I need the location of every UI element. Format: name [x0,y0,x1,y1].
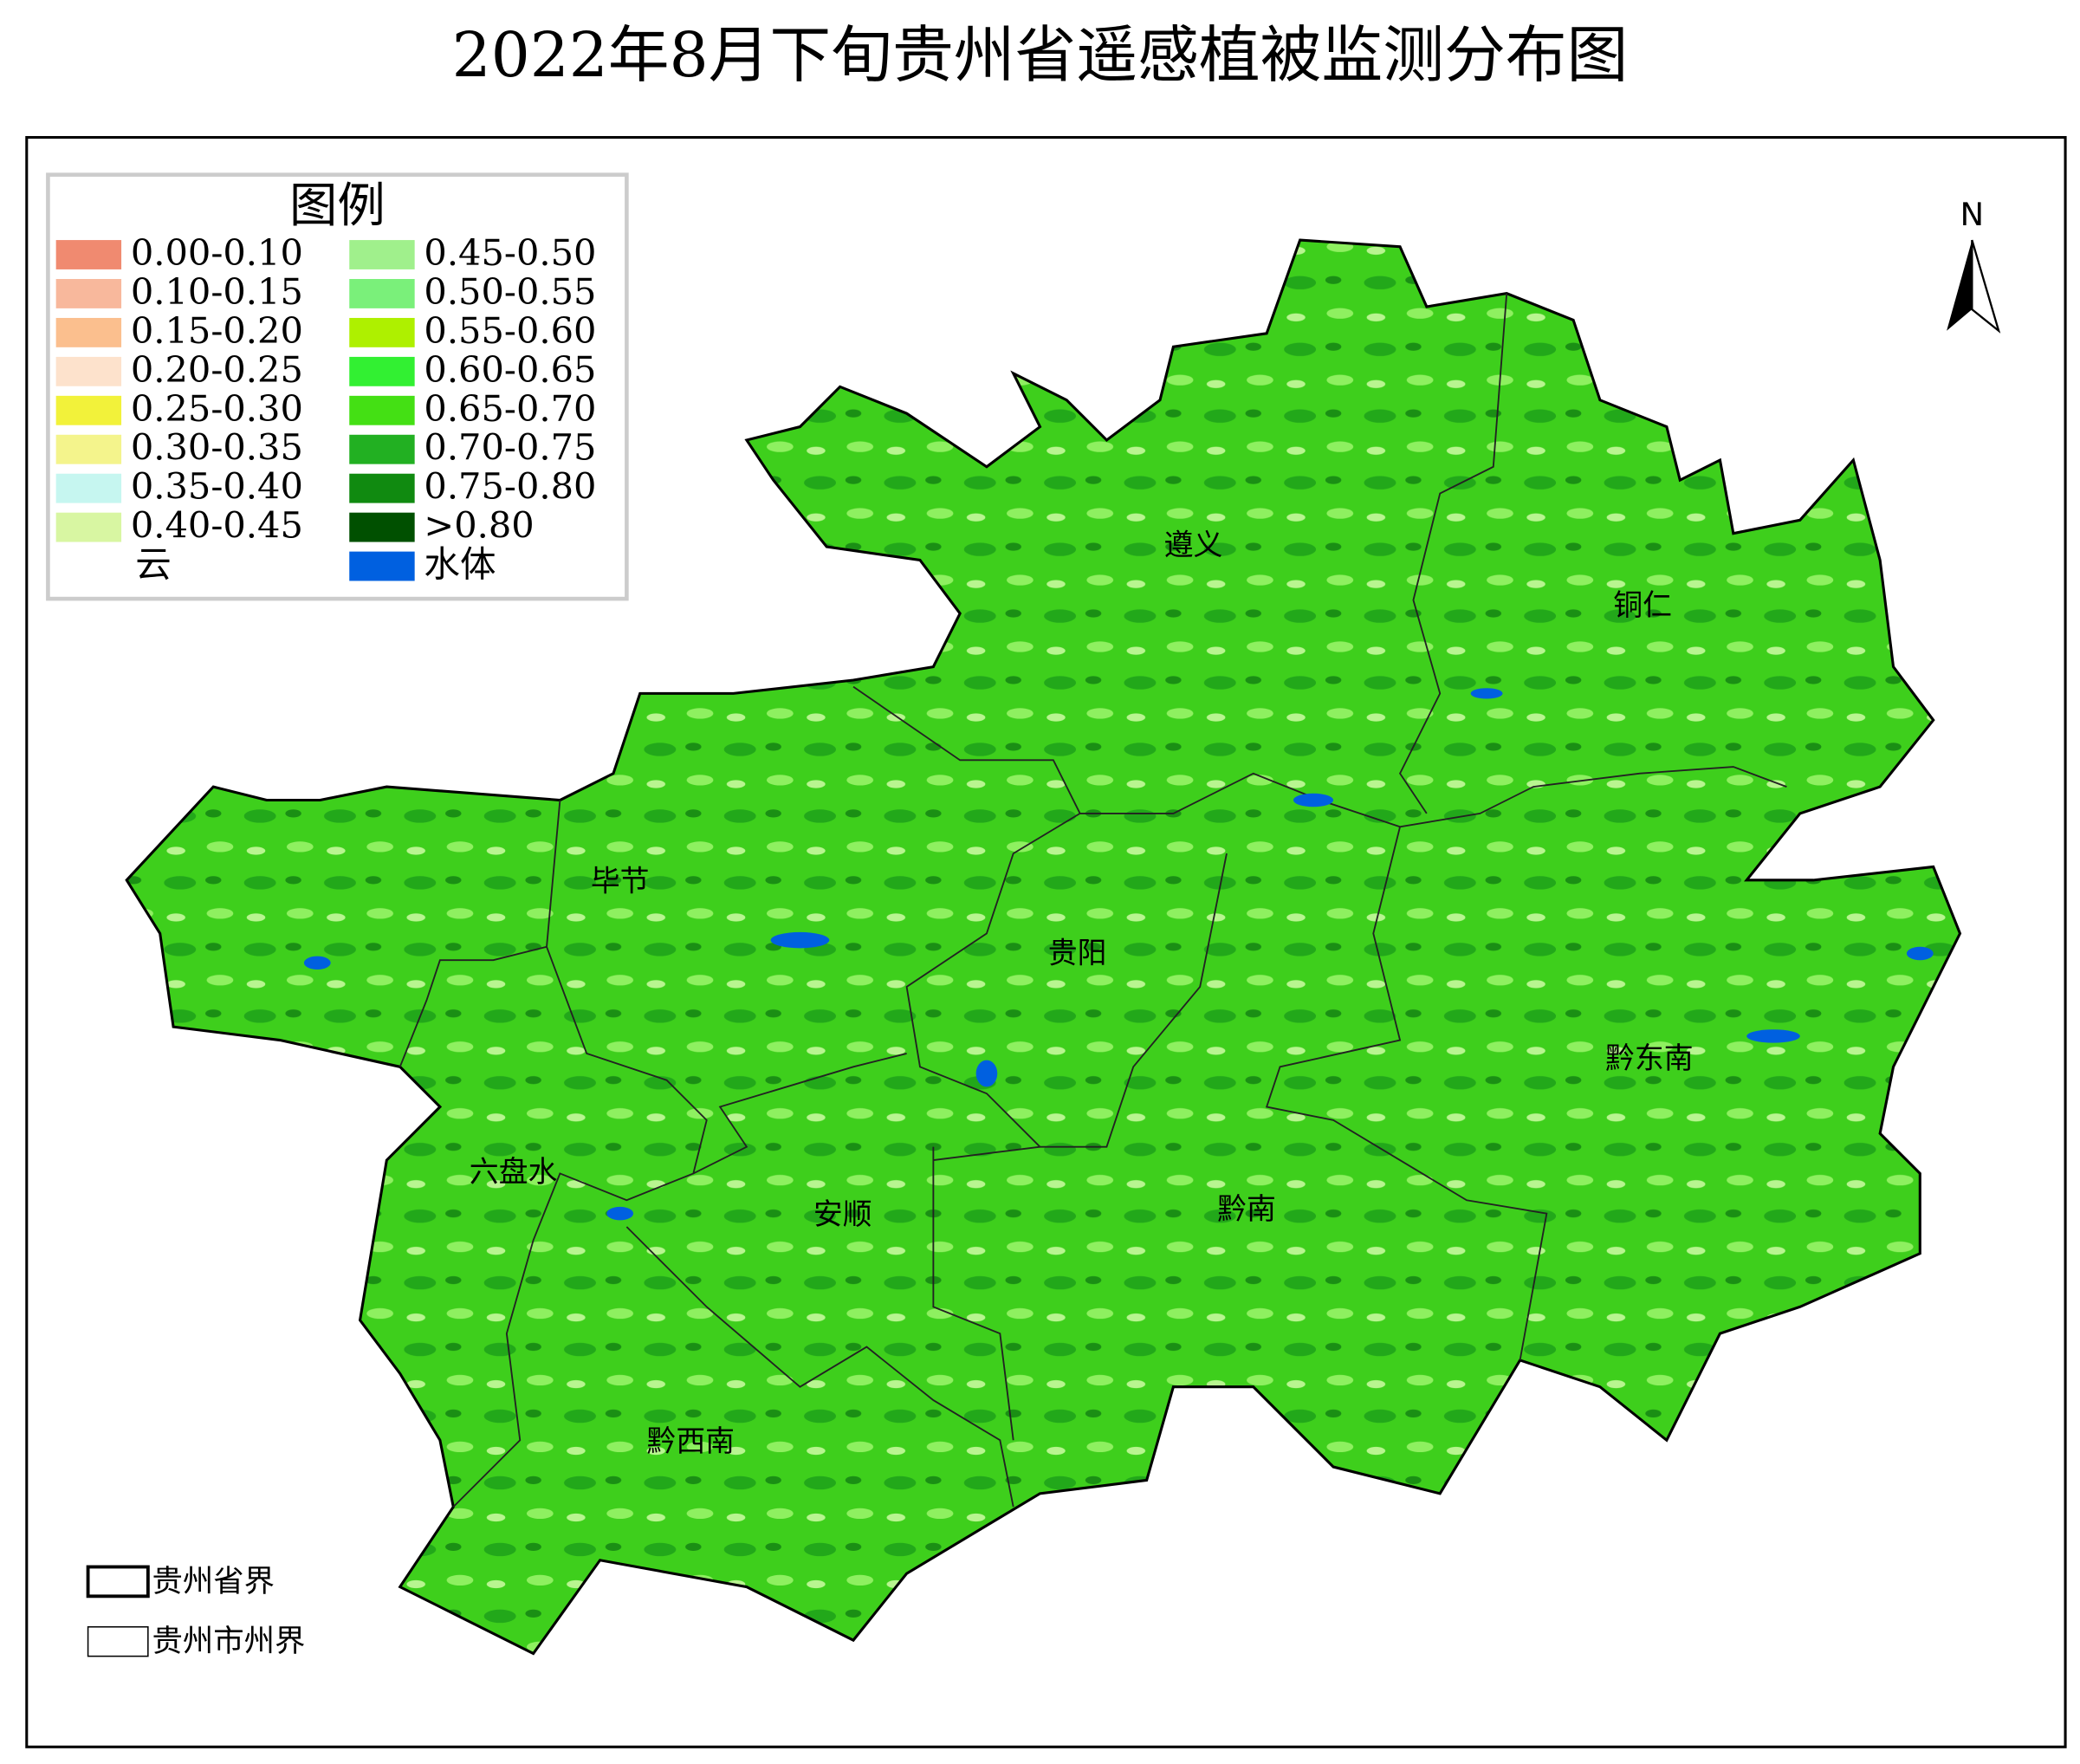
legend-swatch [349,240,415,269]
boundary-swatch [87,1625,149,1657]
legend-swatch [55,356,122,386]
legend-label: 0.40-0.45 [131,504,303,547]
legend-label: 0.30-0.35 [131,426,303,469]
legend-swatch [55,473,122,503]
legend-label: 云 [135,543,172,586]
legend-label: 0.60-0.65 [424,348,596,391]
arrow-half [1971,239,2001,334]
region-label: 遵义 [1164,529,1223,562]
legend-label: 0.25-0.30 [131,387,303,430]
legend-label: >0.80 [424,504,534,547]
legend-label: 0.00-0.10 [131,231,303,274]
legend-swatch [349,395,415,425]
legend-label: 0.35-0.40 [131,465,303,508]
title: 2022年8月下旬贵州省遥感植被监测分布图 [452,19,1629,91]
legend-label: 0.45-0.50 [424,231,596,274]
region-label: 安顺 [813,1197,872,1231]
legend-swatch [349,317,415,347]
legend-swatch [349,356,415,386]
legend-title: 图例 [289,178,386,234]
legend-swatch [349,512,415,542]
legend-box [46,172,629,601]
region-label: 贵阳 [1048,937,1107,970]
legend-label: 0.10-0.15 [131,270,303,313]
legend-swatch [349,434,415,464]
legend-swatch [349,473,415,503]
north-arrow: N [1947,196,2001,334]
water-bodies [303,688,1934,1221]
legend-swatch [55,512,122,542]
region-label: 黔西南 [646,1424,735,1458]
legend-label: 水体 [424,543,496,586]
legend-swatch [55,240,122,269]
boundary-label: 贵州市州界 [152,1624,305,1659]
province [125,238,1962,1656]
boundary-label: 贵州省界 [152,1564,275,1599]
legend-swatch [349,551,415,581]
legend-label: 0.75-0.80 [424,465,596,508]
legend-label: 0.20-0.25 [131,348,303,391]
legend-label: 0.15-0.20 [131,309,303,352]
region-label: 黔南 [1217,1192,1276,1226]
legend-label: 0.50-0.55 [424,270,596,313]
legend-swatch [55,434,122,464]
region-label: 六盘水 [470,1155,558,1189]
legend-swatch [349,279,415,308]
boundary-swatch [86,1565,150,1599]
legend: 图例 0.00-0.100.10-0.150.15-0.200.20-0.250… [46,172,629,601]
region-label: 黔东南 [1605,1041,1694,1075]
north-label: N [1960,196,1985,233]
region-label: 铜仁 [1613,588,1672,622]
legend-swatch [55,317,122,347]
legend-swatch [55,279,122,308]
region-label: 毕节 [591,864,650,898]
map-frame [25,136,2067,1748]
legend-label: 0.65-0.70 [424,387,596,430]
legend-label: 0.55-0.60 [424,309,596,352]
province-boundary [125,238,1962,1656]
arrow-half [1947,240,1973,331]
legend-swatch [55,395,122,425]
legend-label: 0.70-0.75 [424,426,596,469]
